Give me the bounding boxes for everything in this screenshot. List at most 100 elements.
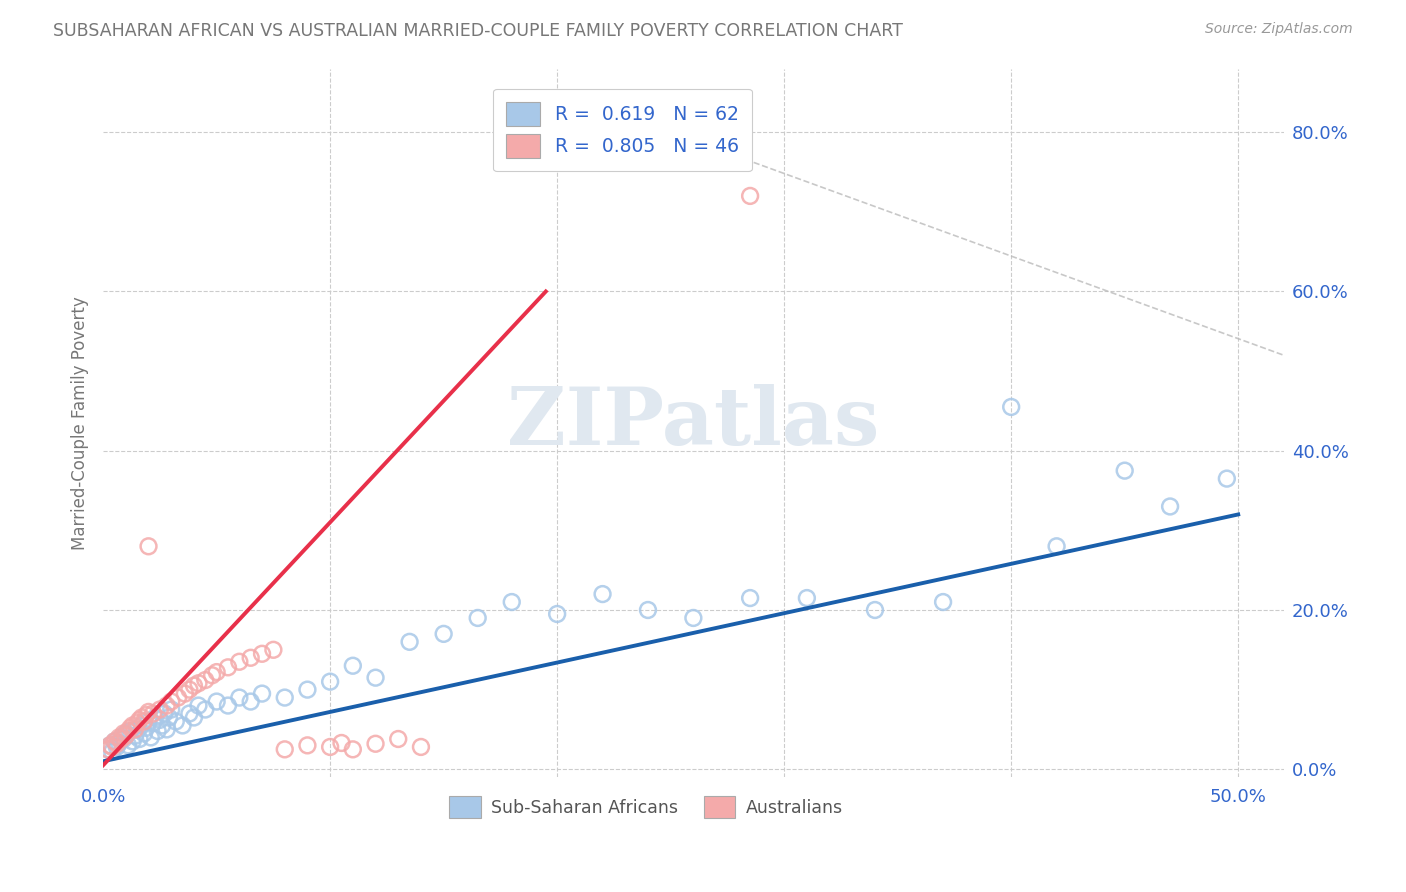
Point [156,698,179,713]
Point [139,731,162,745]
Point [217,660,239,674]
Point [250,647,273,661]
Point [342,658,364,673]
Point [187,698,209,713]
Point [342,742,364,756]
Point [179,706,201,721]
Text: Source: ZipAtlas.com: Source: ZipAtlas.com [1205,22,1353,37]
Point [387,731,409,746]
Point [142,716,165,731]
Point [110,731,132,745]
Point [146,724,169,739]
Point [433,627,456,641]
Point [173,687,195,701]
Point [1216,472,1239,486]
Point [239,650,262,665]
Point [501,595,523,609]
Point [105,737,128,751]
Point [110,731,132,746]
Point [1045,539,1067,553]
Point [135,721,157,735]
Point [149,702,172,716]
Point [330,736,353,750]
Point [1114,464,1136,478]
Point [117,724,139,739]
Point [205,665,228,679]
Point [796,591,818,605]
Text: ZIPatlas: ZIPatlas [508,384,880,462]
Point [97,742,120,756]
Point [127,716,149,731]
Point [274,742,297,756]
Point [274,690,297,705]
Point [194,702,217,716]
Point [183,710,205,724]
Point [98,739,121,753]
Point [297,682,319,697]
Point [131,718,153,732]
Point [97,742,120,756]
Point [135,708,157,723]
Point [127,723,149,737]
Point [131,710,153,724]
Point [1000,400,1022,414]
Point [105,739,128,754]
Point [112,731,135,746]
Point [108,731,131,745]
Point [160,702,183,716]
Point [932,595,955,609]
Point [205,695,228,709]
Point [124,723,146,737]
Point [682,611,704,625]
Point [132,714,155,729]
Point [467,611,489,625]
Point [114,729,136,743]
Point [740,189,762,203]
Point [101,739,124,754]
Point [398,635,420,649]
Point [319,739,342,754]
Point [138,705,160,719]
Point [165,714,187,729]
Point [183,679,205,693]
Text: SUBSAHARAN AFRICAN VS AUSTRALIAN MARRIED-COUPLE FAMILY POVERTY CORRELATION CHART: SUBSAHARAN AFRICAN VS AUSTRALIAN MARRIED… [53,22,903,40]
Point [124,729,146,743]
Point [1159,500,1181,514]
Legend: Sub-Saharan Africans, Australians: Sub-Saharan Africans, Australians [443,789,849,825]
Point [364,671,387,685]
Point [150,718,173,732]
Point [103,734,125,748]
Point [217,698,239,713]
Point [143,710,166,724]
Point [250,687,273,701]
Point [120,721,142,735]
Point [740,591,762,605]
Y-axis label: Married-Couple Family Poverty: Married-Couple Family Poverty [72,296,89,549]
Point [863,603,886,617]
Point [592,587,614,601]
Point [179,682,201,697]
Point [98,739,121,753]
Point [101,745,124,759]
Point [138,539,160,553]
Point [103,734,125,748]
Point [117,739,139,753]
Point [546,607,568,621]
Point [138,714,160,729]
Point [121,734,143,748]
Point [239,695,262,709]
Point [228,690,250,705]
Point [319,674,342,689]
Point [142,706,165,721]
Point [364,737,387,751]
Point [156,723,179,737]
Point [637,603,659,617]
Point [409,739,432,754]
Point [128,731,150,746]
Point [297,739,319,753]
Point [262,642,284,657]
Point [112,726,135,740]
Point [128,713,150,727]
Point [172,718,194,732]
Point [153,706,176,721]
